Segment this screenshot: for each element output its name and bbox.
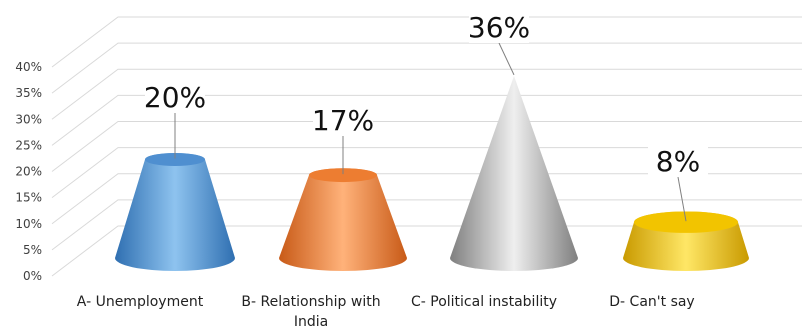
cone-top [145,153,205,166]
data-label-box [145,81,205,113]
category-labels: A- Unemployment B- Relationship with India… [77,294,695,326]
data-label-box [313,104,373,136]
gridline [51,147,802,199]
cone-1 [279,168,407,271]
category-label: B- Relationship with India [241,294,380,326]
gridline [51,121,802,172]
y-axis-ticks: 0% 5% 10% 15% 20% 25% 30% 35% 40% [15,60,42,283]
cone-body [450,75,578,272]
gridline [51,16,802,68]
cone-body [279,168,407,271]
y-tick-label: 30% [15,112,42,126]
y-tick-label: 20% [15,165,42,179]
y-tick-label: 10% [15,217,42,231]
category-label: A- Unemployment [77,294,204,310]
gridline [51,225,802,277]
gridline [51,68,802,120]
cone-0 [115,153,235,271]
y-tick-label: 25% [15,138,42,152]
data-label: 8% [656,145,700,178]
leader-line [677,176,687,222]
cone-3 [623,211,749,271]
y-tick-label: 40% [15,60,42,74]
y-tick-label: 15% [15,191,42,205]
gridline [51,42,802,94]
cone-top [309,168,377,183]
cone-2 [450,75,578,272]
gridline [51,94,802,146]
leader-line [498,42,515,76]
cone-top [634,211,738,233]
data-label: 36% [468,11,530,44]
gridline [51,173,802,225]
y-tick-label: 0% [23,269,42,283]
data-labels: 20% 17% 36% 8% [144,11,708,222]
y-tick-label: 5% [23,243,42,257]
series-cones [115,75,749,272]
data-label-box [469,11,529,43]
y-tick-label: 35% [15,86,42,100]
category-label: D- Can't say [609,294,694,310]
gridline [51,199,802,251]
data-label: 20% [144,81,206,114]
data-label-box [648,145,708,177]
category-label: C- Political instability [411,294,557,310]
cone-body [115,153,235,271]
data-label: 17% [312,104,374,137]
gridlines [51,16,802,277]
